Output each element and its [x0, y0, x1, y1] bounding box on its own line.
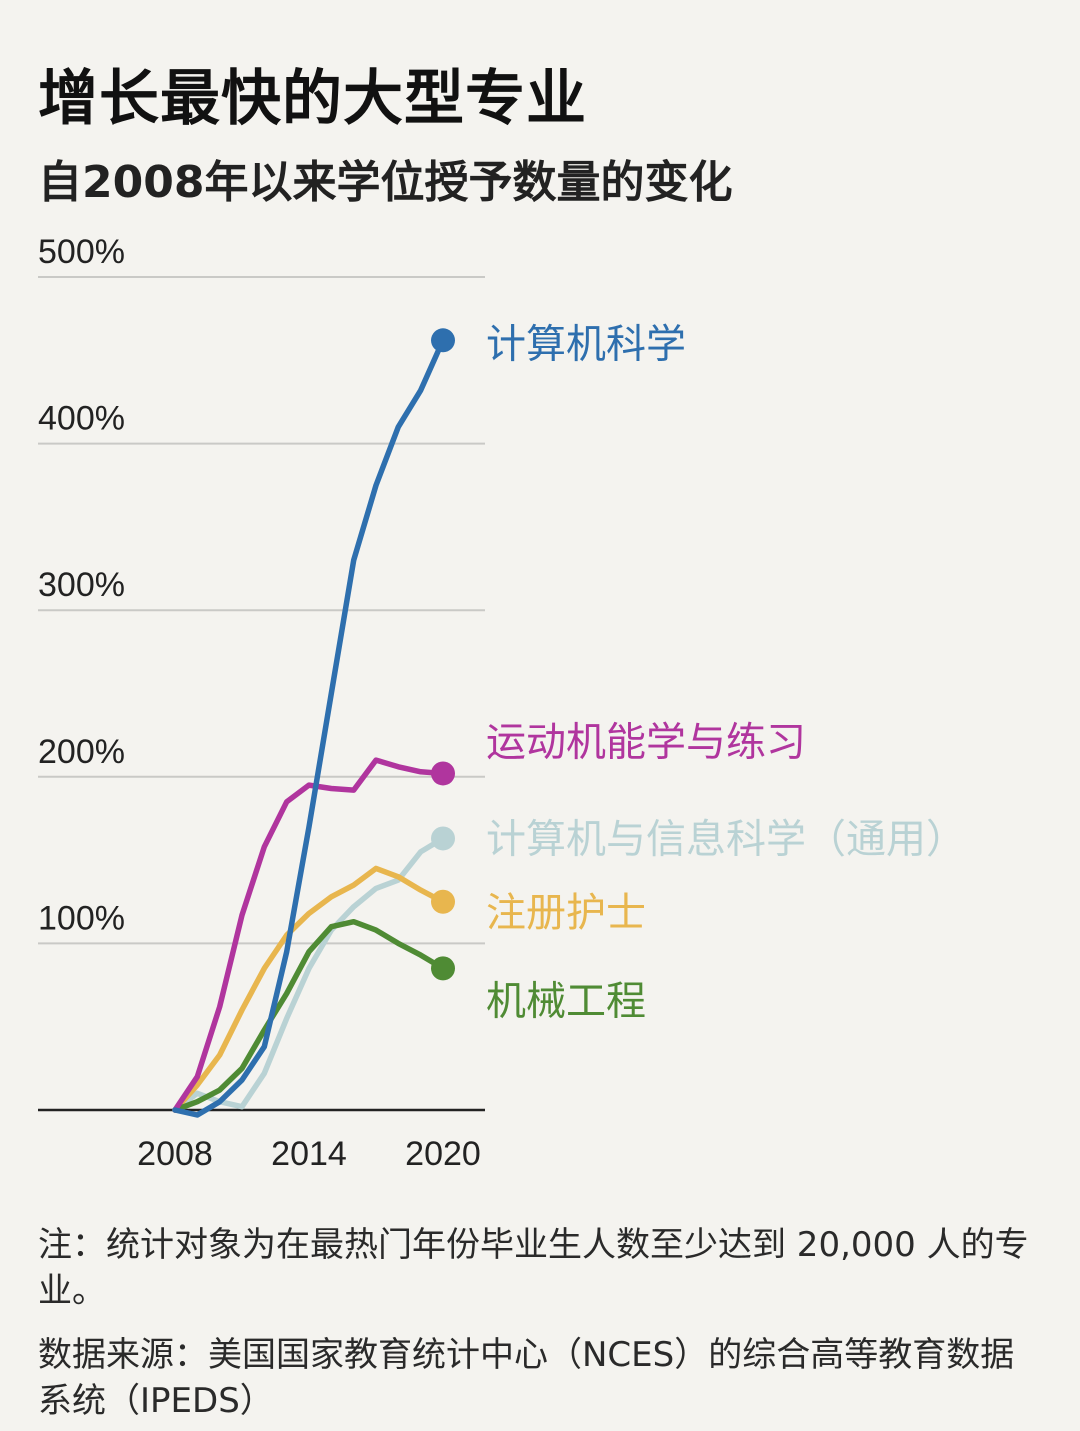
- series-end-dot: [431, 328, 455, 353]
- series-label: 机械工程: [486, 979, 646, 1023]
- y-tick-label: 200%: [38, 733, 125, 771]
- series-label: 计算机科学: [486, 322, 686, 366]
- series-end-dot: [431, 889, 455, 914]
- x-tick-label: 2020: [405, 1135, 481, 1173]
- source-note: 数据来源：美国国家教育统计中心（NCES）的综合高等教育数据系统（IPEDS）: [38, 1335, 1015, 1421]
- series-end-dot: [431, 761, 455, 786]
- chart-subtitle: 自2008年以来学位授予数量的变化: [38, 157, 733, 208]
- series-label: 计算机与信息科学（通用）: [486, 817, 966, 861]
- y-tick-label: 100%: [38, 899, 125, 937]
- y-tick-label: 500%: [38, 233, 125, 271]
- series-line: [172, 865, 446, 1113]
- y-tick-label: 400%: [38, 400, 125, 438]
- footnote: 注：统计对象为在最热门年份毕业生人数至少达到 20,000 人的专业。: [38, 1225, 1029, 1311]
- y-tick-label: 300%: [38, 566, 125, 604]
- series-line: [172, 757, 446, 1113]
- x-tick-label: 2014: [271, 1135, 347, 1173]
- series-end-dot: [431, 826, 455, 851]
- series-label: 运动机能学与练习: [486, 720, 806, 764]
- x-tick-label: 2008: [137, 1135, 213, 1173]
- line-chart: 100% 200% 300% 400% 500% 2008 2014 2020 计算机科学运动机…: [38, 233, 966, 1173]
- series-line: [172, 337, 446, 1118]
- series-label: 注册护士: [486, 891, 646, 935]
- series-end-dot: [431, 956, 455, 981]
- series-line: [172, 918, 446, 1113]
- chart-title: 增长最快的大型专业: [38, 64, 587, 134]
